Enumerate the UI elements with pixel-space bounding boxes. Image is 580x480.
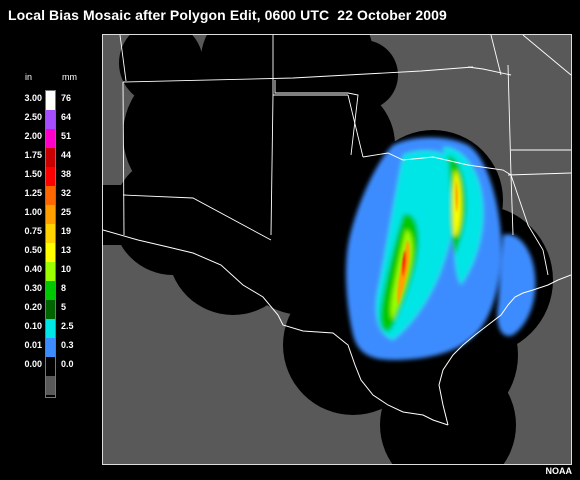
legend-inches-value: 1.25 [24, 188, 42, 198]
precipitation-field [345, 137, 536, 360]
legend-row [0, 376, 100, 395]
map-canvas [103, 35, 571, 464]
legend-mm-value: 13 [61, 245, 72, 255]
map-title: Local Bias Mosaic after Polygon Edit, 06… [8, 7, 447, 23]
legend-mm-value: 8 [61, 283, 67, 293]
legend-mm-value: 5 [61, 302, 67, 312]
legend-swatch [46, 167, 56, 186]
legend-row: 2.00 51 [0, 129, 100, 148]
legend-mm-value: 2.5 [61, 321, 74, 331]
legend-inches-value: 3.00 [24, 93, 42, 103]
legend-swatch [46, 338, 56, 357]
legend-row: 0.30 8 [0, 281, 100, 300]
precipitation-legend: 3.00 76 2.50 64 2.00 51 1.75 44 1.50 38 1.25 32 1.00… [0, 0, 100, 480]
legend-mm-value: 0.3 [61, 340, 74, 350]
legend-row: 0.20 5 [0, 300, 100, 319]
legend-mm-value: 19 [61, 226, 72, 236]
legend-mm-value: 25 [61, 207, 72, 217]
legend-swatch [46, 281, 56, 300]
legend-row: 0.01 0.3 [0, 338, 100, 357]
legend-mm-value: 64 [61, 112, 72, 122]
legend-row: 1.50 38 [0, 167, 100, 186]
legend-swatch [46, 129, 56, 148]
legend-swatch [46, 243, 56, 262]
legend-inches-value: 1.00 [24, 207, 42, 217]
legend-swatch [46, 205, 56, 224]
legend-swatch [46, 91, 56, 110]
legend-inches-value: 1.75 [24, 150, 42, 160]
legend-inches-value: 0.30 [24, 283, 42, 293]
legend-mm-value: 10 [61, 264, 72, 274]
legend-row: 0.40 10 [0, 262, 100, 281]
legend-mm-value: 51 [61, 131, 72, 141]
legend-swatch [46, 110, 56, 129]
legend-inches-value: 2.50 [24, 112, 42, 122]
legend-mm-value: 44 [61, 150, 72, 160]
legend-inches-value: 0.01 [24, 340, 42, 350]
legend-row: 0.50 13 [0, 243, 100, 262]
legend-inches-value: 2.00 [24, 131, 42, 141]
legend-mm-value: 76 [61, 93, 72, 103]
legend-swatch [46, 224, 56, 243]
legend-swatch [46, 376, 56, 395]
legend-row: 0.75 19 [0, 224, 100, 243]
legend-inches-value: 0.00 [24, 359, 42, 369]
radar-mosaic-map[interactable] [102, 34, 572, 465]
legend-unit-millimeters: mm [62, 72, 77, 82]
legend-swatch [46, 262, 56, 281]
legend-mm-value: 32 [61, 188, 72, 198]
legend-row: 1.75 44 [0, 148, 100, 167]
legend-inches-value: 0.40 [24, 264, 42, 274]
legend-inches-value: 0.10 [24, 321, 42, 331]
legend-swatch [46, 186, 56, 205]
legend-row: 1.25 32 [0, 186, 100, 205]
legend-row: 2.50 64 [0, 110, 100, 129]
noaa-credit: NOAA [545, 466, 573, 476]
legend-row: 1.00 25 [0, 205, 100, 224]
legend-row: 3.00 76 [0, 91, 100, 110]
legend-inches-value: 0.20 [24, 302, 42, 312]
legend-inches-value: 1.50 [24, 169, 42, 179]
legend-row: 0.10 2.5 [0, 319, 100, 338]
legend-swatch [46, 319, 56, 338]
legend-swatch [46, 148, 56, 167]
legend-swatch [46, 357, 56, 376]
legend-inches-value: 0.50 [24, 245, 42, 255]
us-mexico-border [103, 229, 449, 426]
legend-inches-value: 0.75 [24, 226, 42, 236]
legend-mm-value: 0.0 [61, 359, 74, 369]
state-boundaries [119, 35, 571, 276]
legend-mm-value: 38 [61, 169, 72, 179]
gulf-coastline [438, 274, 571, 426]
legend-swatch [46, 300, 56, 319]
legend-unit-inches: in [25, 72, 33, 82]
legend-row: 0.00 0.0 [0, 357, 100, 376]
